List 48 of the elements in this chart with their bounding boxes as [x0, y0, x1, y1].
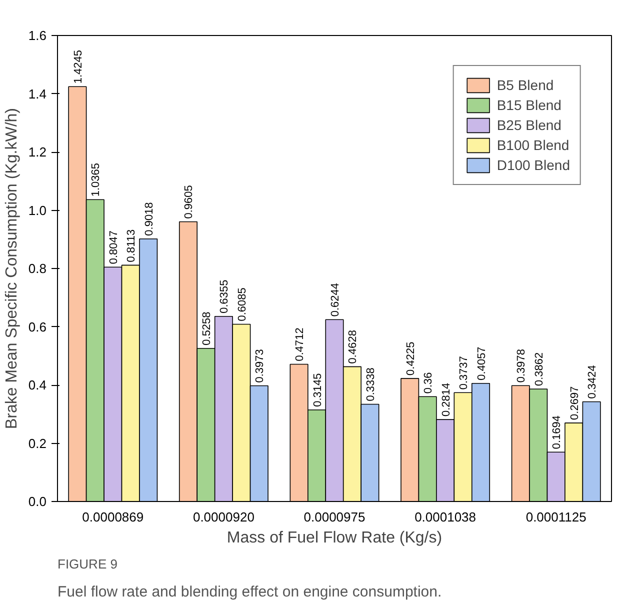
data-label: 0.6085 — [236, 288, 248, 322]
x-tick-label: 0.0001125 — [526, 510, 586, 524]
data-label: 0.3424 — [586, 365, 599, 399]
y-tick-label: 1.0 — [28, 202, 47, 218]
data-label: 0.8113 — [126, 229, 138, 262]
y-tick-label: 1.6 — [28, 28, 47, 43]
text: Fuel flow rate and blending effect on engine consumption. — [58, 584, 442, 600]
x-tick-label: 0.0000920 — [192, 510, 254, 524]
data-label: 0.3978 — [516, 348, 528, 383]
legend-label: D100 Blend — [496, 157, 570, 173]
data-label: 0.9605 — [183, 185, 196, 219]
data-label: 0.8047 — [108, 230, 120, 264]
data-label: 0.4628 — [347, 330, 360, 364]
data-label: 0.1694 — [551, 416, 564, 450]
data-label: 0.3737 — [458, 356, 470, 390]
y-tick-label: 0.2 — [28, 436, 47, 451]
y-axis-title: Brake Mean Specific Consumption (Kg.kW/h) — [3, 108, 20, 430]
data-label: 0.4225 — [404, 342, 417, 376]
y-tick-label: 1.4 — [28, 86, 47, 102]
legend-label: B15 Blend — [496, 97, 562, 113]
data-label: 0.3338 — [364, 368, 377, 402]
legend-label: B5 Blend — [496, 77, 554, 93]
data-label: 1.0365 — [90, 162, 102, 197]
x-axis-title: Mass of Fuel Flow Rate (Kg/s) — [226, 530, 442, 546]
data-label: 0.6355 — [218, 280, 231, 314]
y-tick-label: 0.4 — [28, 378, 47, 392]
y-tick-label: 0.8 — [28, 261, 47, 276]
data-label: 0.3145 — [312, 373, 324, 407]
x-tick-label: 0.0000869 — [82, 510, 144, 524]
data-label: 0.3973 — [254, 349, 266, 383]
data-label: 0.2814 — [440, 382, 452, 417]
y-tick-label: 1.2 — [28, 144, 47, 160]
data-label: 1.4245 — [72, 50, 84, 84]
caption: FIGURE 9 — [58, 556, 118, 572]
y-tick-label: 0.0 — [28, 494, 47, 509]
data-label: 0.5258 — [200, 312, 213, 346]
legend-label: B100 Blend — [496, 137, 570, 153]
x-tick-label: 0.0001038 — [414, 510, 476, 524]
data-label: 0.9018 — [143, 202, 156, 236]
data-label: 0.3862 — [533, 352, 546, 386]
data-label: 0.4057 — [476, 346, 488, 380]
y-tick-label: 0.6 — [28, 319, 47, 334]
legend-label: B25 Blend — [496, 117, 562, 133]
data-label: 0.2697 — [568, 386, 581, 420]
data-label: 0.4712 — [294, 328, 306, 362]
data-label: 0.6244 — [330, 282, 342, 317]
data-label: 0.36 — [422, 372, 435, 394]
x-tick-label: 0.0000975 — [304, 510, 366, 524]
